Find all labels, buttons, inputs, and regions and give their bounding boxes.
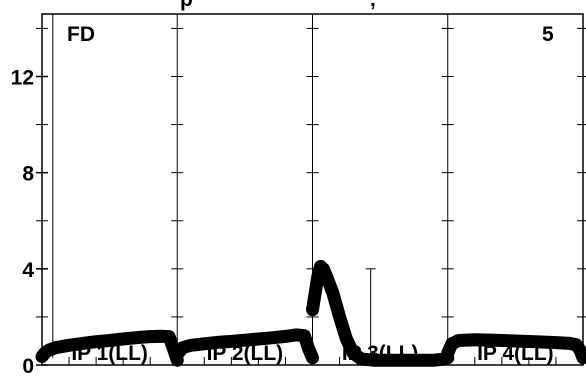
data-point bbox=[92, 337, 101, 346]
data-point bbox=[389, 356, 398, 365]
data-point bbox=[551, 338, 560, 347]
data-point bbox=[335, 312, 344, 321]
data-point bbox=[227, 337, 236, 346]
data-point bbox=[447, 339, 456, 348]
data-point bbox=[165, 332, 174, 341]
data-point bbox=[319, 264, 328, 273]
data-point bbox=[454, 336, 463, 345]
data-point bbox=[146, 332, 155, 341]
data-point bbox=[169, 344, 178, 353]
data-point bbox=[157, 332, 166, 341]
data-point bbox=[132, 333, 141, 342]
data-point bbox=[105, 336, 114, 345]
data-point bbox=[240, 336, 249, 345]
data-point bbox=[323, 274, 332, 283]
top-title-right: , bbox=[370, 0, 376, 11]
data-point bbox=[213, 338, 222, 347]
data-point bbox=[65, 341, 74, 350]
data-point bbox=[173, 350, 182, 359]
y-axis: 0 4 8 12 bbox=[11, 67, 48, 377]
data-point bbox=[292, 330, 301, 339]
data-point bbox=[443, 348, 452, 357]
data-point bbox=[178, 343, 187, 352]
data-point bbox=[470, 335, 479, 344]
data-point bbox=[308, 305, 317, 314]
data-point bbox=[78, 339, 87, 348]
data-point bbox=[328, 288, 337, 297]
data-point bbox=[576, 346, 585, 355]
data-point bbox=[349, 348, 358, 357]
data-point bbox=[186, 341, 195, 350]
data-point bbox=[281, 332, 290, 341]
data-point bbox=[40, 348, 49, 357]
data-point bbox=[511, 336, 520, 345]
data-point bbox=[369, 356, 378, 365]
data-point bbox=[531, 337, 540, 346]
data-point bbox=[572, 340, 581, 349]
data-point bbox=[304, 344, 313, 353]
data-point bbox=[313, 272, 322, 281]
y-tick-label: 4 bbox=[22, 259, 34, 282]
data-point bbox=[300, 331, 309, 340]
top-title-left: p bbox=[180, 0, 193, 11]
corner-label-right: 5 bbox=[542, 23, 554, 46]
plot-border bbox=[41, 13, 584, 366]
plot-frame bbox=[41, 13, 584, 366]
y-tick-label: 8 bbox=[22, 163, 34, 186]
data-point bbox=[357, 354, 366, 363]
data-point bbox=[44, 346, 53, 355]
data-point bbox=[200, 339, 209, 348]
error-bars bbox=[47, 13, 376, 361]
data-point bbox=[409, 356, 418, 365]
y-tick-label: 12 bbox=[11, 67, 34, 90]
y-tick-label: 0 bbox=[22, 355, 34, 377]
data-point bbox=[51, 343, 60, 352]
data-point bbox=[491, 336, 500, 345]
data-point bbox=[311, 288, 320, 297]
data-point bbox=[579, 353, 586, 362]
data-point bbox=[430, 356, 439, 365]
data-point bbox=[565, 339, 574, 348]
grid bbox=[36, 14, 586, 365]
corner-label-left: FD bbox=[67, 23, 95, 46]
data-point bbox=[308, 353, 317, 362]
data-point bbox=[267, 333, 276, 342]
data-point bbox=[254, 335, 263, 344]
data-point bbox=[119, 335, 128, 344]
data-point bbox=[342, 334, 351, 343]
series bbox=[35, 259, 586, 367]
